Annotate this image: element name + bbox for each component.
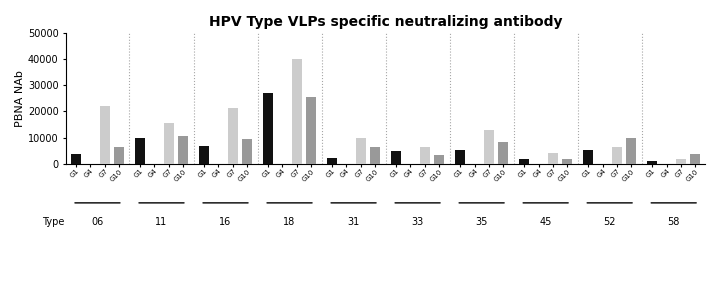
- Text: 52: 52: [603, 217, 616, 227]
- Bar: [420, 147, 430, 164]
- Text: 35: 35: [475, 217, 488, 227]
- Bar: [647, 161, 657, 164]
- Bar: [548, 153, 558, 164]
- Bar: [306, 97, 316, 164]
- Bar: [484, 130, 494, 164]
- Bar: [562, 159, 572, 164]
- Bar: [612, 147, 622, 164]
- Bar: [391, 151, 401, 164]
- Bar: [228, 108, 238, 164]
- Bar: [135, 137, 145, 164]
- Bar: [292, 59, 302, 164]
- Text: 18: 18: [284, 217, 296, 227]
- Text: 31: 31: [348, 217, 360, 227]
- Text: 06: 06: [91, 217, 104, 227]
- Bar: [370, 147, 380, 164]
- Bar: [676, 160, 685, 164]
- Bar: [199, 146, 209, 164]
- Text: Type: Type: [42, 217, 64, 227]
- Bar: [583, 150, 593, 164]
- Bar: [163, 123, 174, 164]
- Bar: [455, 150, 465, 164]
- Bar: [690, 154, 700, 164]
- Bar: [99, 106, 109, 164]
- Bar: [626, 138, 636, 164]
- Bar: [114, 147, 124, 164]
- Text: 58: 58: [667, 217, 680, 227]
- Text: 45: 45: [539, 217, 552, 227]
- Y-axis label: PBNA NAb: PBNA NAb: [15, 70, 25, 127]
- Bar: [328, 158, 337, 164]
- Text: 16: 16: [220, 217, 232, 227]
- Title: HPV Type VLPs specific neutralizing antibody: HPV Type VLPs specific neutralizing anti…: [209, 15, 562, 29]
- Bar: [242, 139, 252, 164]
- Bar: [71, 154, 81, 164]
- Bar: [264, 93, 273, 164]
- Bar: [178, 136, 188, 164]
- Bar: [356, 138, 366, 164]
- Text: 11: 11: [156, 217, 168, 227]
- Bar: [498, 142, 508, 164]
- Bar: [434, 155, 444, 164]
- Bar: [519, 159, 529, 164]
- Text: 33: 33: [411, 217, 424, 227]
